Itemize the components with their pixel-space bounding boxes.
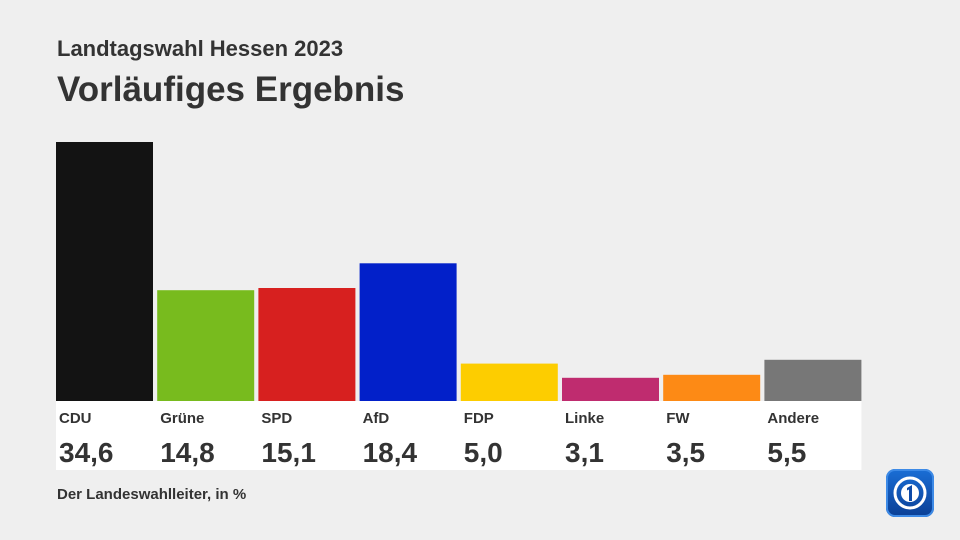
bar-afd (359, 263, 457, 401)
chart-subtitle: Landtagswahl Hessen 2023 (57, 36, 344, 61)
bar-fdp (460, 363, 558, 401)
bar-linke (562, 377, 659, 401)
category-label: CDU (59, 410, 92, 427)
bar-spd (258, 288, 356, 401)
tagesschau-logo (886, 469, 934, 517)
value-label: 18,4 (363, 437, 418, 468)
category-label: FDP (464, 410, 494, 427)
category-label: AfD (363, 410, 390, 427)
value-label: 3,5 (666, 437, 705, 468)
value-label: 5,5 (767, 437, 806, 468)
source-note: Der Landeswahlleiter, in % (57, 486, 247, 503)
category-label: SPD (261, 410, 292, 427)
category-label: Linke (565, 410, 604, 427)
tagesschau-1-logo-icon (893, 476, 927, 510)
value-label: 34,6 (59, 437, 114, 468)
category-label: Grüne (160, 410, 204, 427)
label-panel (56, 401, 862, 470)
chart-title: Vorläufiges Ergebnis (57, 70, 405, 109)
category-label: FW (666, 410, 690, 427)
bar-grüne (157, 290, 255, 401)
value-label: 3,1 (565, 437, 604, 468)
value-label: 14,8 (160, 437, 215, 468)
value-label: 15,1 (261, 437, 316, 468)
bar-cdu (56, 142, 153, 401)
bar-andere (764, 359, 862, 401)
category-label: Andere (767, 410, 819, 427)
value-label: 5,0 (464, 437, 503, 468)
bar-fw (663, 374, 761, 401)
